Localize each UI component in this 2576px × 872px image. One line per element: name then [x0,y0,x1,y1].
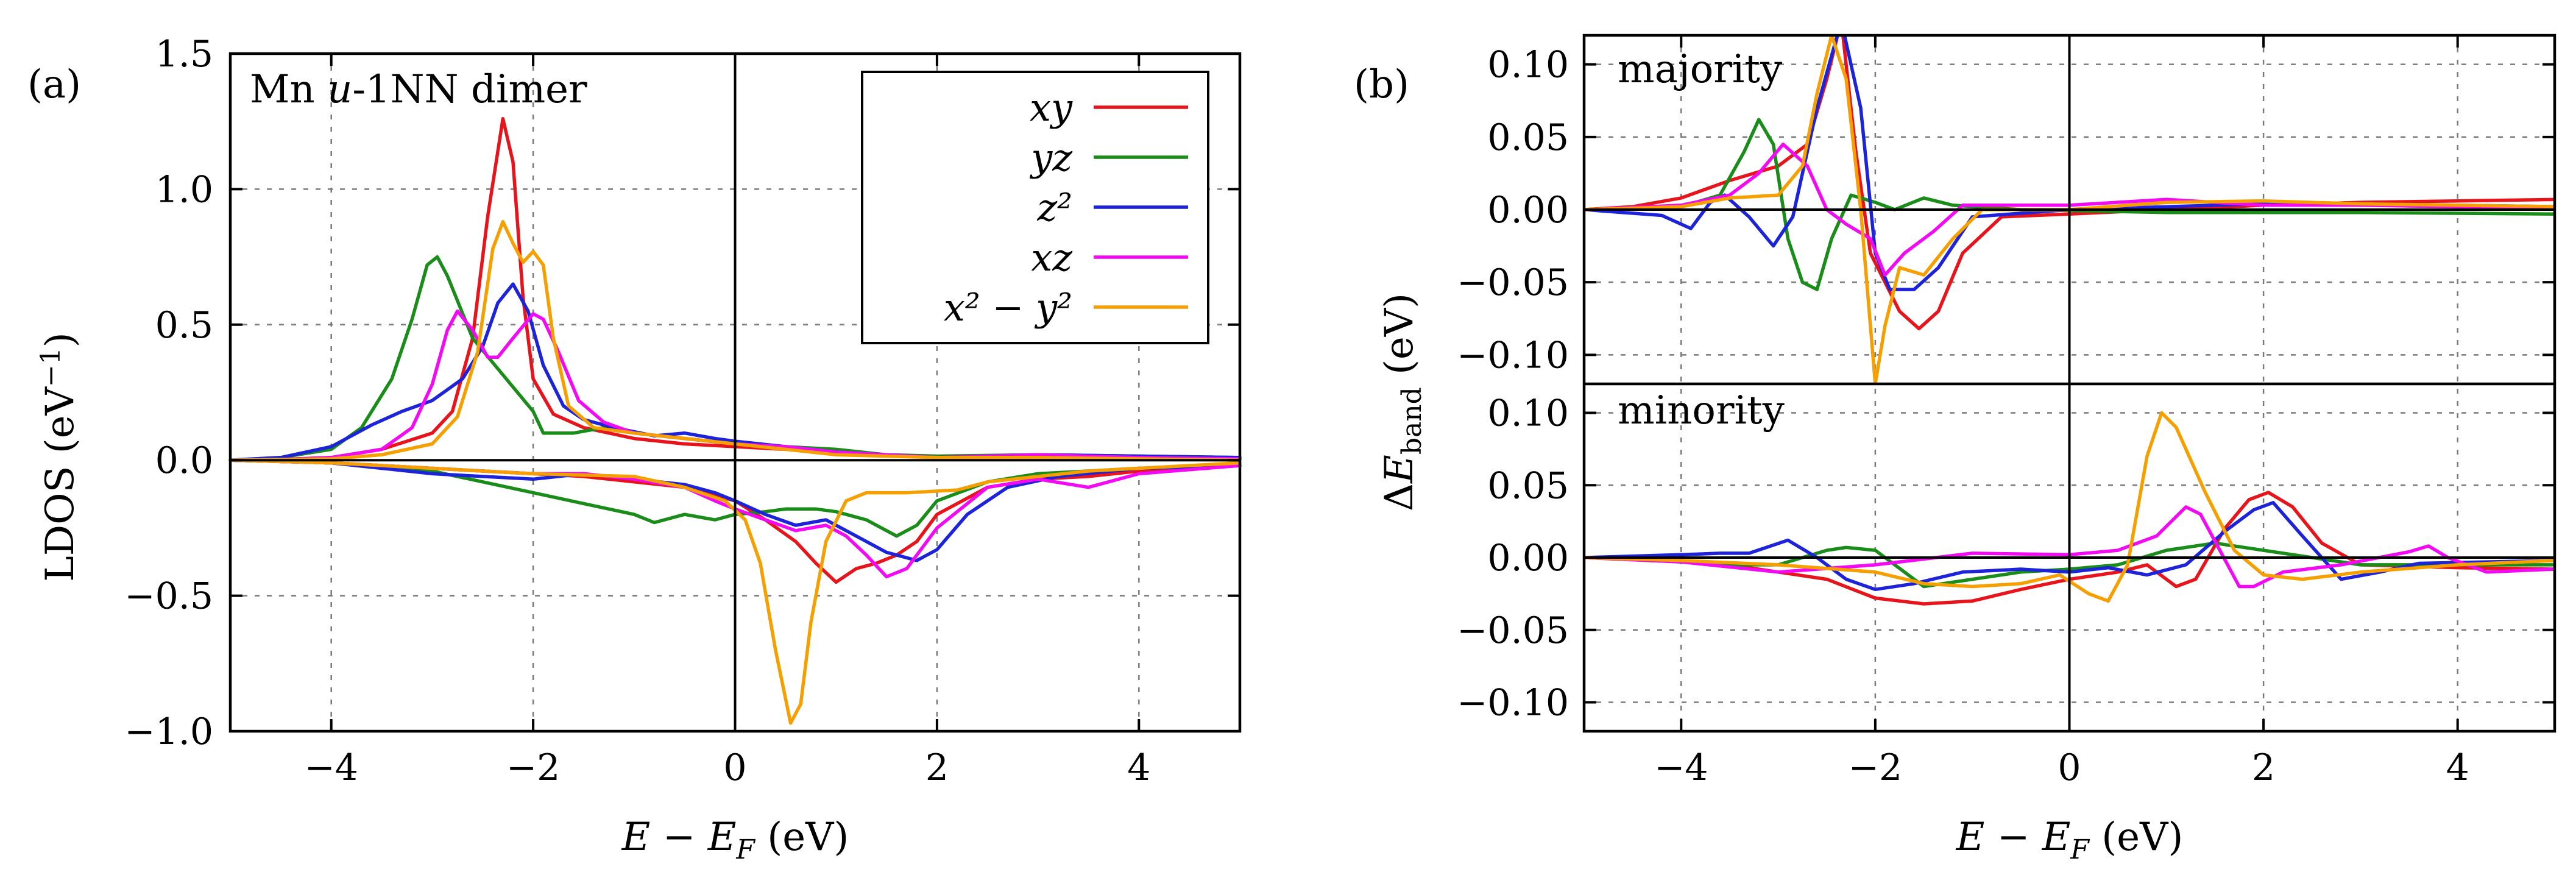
panel-b-delta-eband-chart: (b) −4 −2 0 2 4 0.10 0.05 0.00 −0.05 −0.10 0.10 0.0… [1354,34,2557,865]
panel-a-title: Mn u-1NN dimer [250,67,587,112]
legend-label-yz: yz [1029,135,1072,180]
panel-b-majority-title: majority [1618,47,1782,92]
panel-a-ldos-chart: (a) −4 −2 0 2 4 1.5 1.0 0.5 0.0 −0.5 −1.0 Mn u-1NN… [27,33,1242,865]
panel-b-ylabel: ΔEband (eV) [1377,293,1428,511]
panel-a-xtick-label: −4 [304,746,358,789]
panel-b-ytick-label: 0.00 [1487,189,1569,232]
panel-b-label: (b) [1354,62,1409,107]
panel-a-ytick-label: 0.5 [155,304,213,347]
panel-a-ticks: −4 −2 0 2 4 1.5 1.0 0.5 0.0 −0.5 −1.0 [124,33,1240,789]
panel-a-ytick-label: 0.0 [155,439,213,482]
panel-a-label: (a) [27,62,81,107]
panel-b-minority-series-x2y2 [1584,411,2555,603]
panel-b-xtick-label: 0 [2058,746,2081,789]
panel-a-series-z2-negative [228,458,1242,562]
panel-b-ytick-label: 0.00 [1487,537,1569,580]
panel-a-series-x2y2-negative [228,458,1242,725]
panel-b-ytick-label: −0.10 [1457,334,1569,377]
legend-label-xz: xz [1031,235,1072,280]
panel-b-minority-series-xz [1584,505,2555,589]
panel-b-ytick-label: −0.10 [1457,682,1569,725]
panel-a-xtick-label: 4 [1127,746,1150,789]
panel-b-ytick-label: −0.05 [1457,609,1569,652]
panel-a-xtick-label: 0 [723,746,746,789]
panel-a-series-yz-negative [228,458,1242,538]
legend-label-x2y2: x² − y² [944,285,1072,330]
panel-b-majority-series-x2y2 [1584,35,2555,384]
panel-b-subplot-majority [1584,35,2555,384]
panel-a-xlabel: E − EF (eV) [621,815,849,865]
panel-a-ytick-label: 1.0 [155,168,213,211]
panel-a-series-x2y2-positive [228,220,1242,462]
panel-a-ytick-label: −0.5 [124,575,213,618]
panel-a-ytick-label: 1.5 [155,33,213,76]
panel-b-xtick-label: −4 [1654,746,1708,789]
panel-b-subplot-minority [1584,411,2555,606]
panel-a-series-group [228,117,1242,725]
panel-b-ytick-label: −0.05 [1457,261,1569,304]
panel-a-xtick-label: 2 [925,746,949,789]
panel-b-ytick-label: 0.10 [1487,392,1569,435]
panel-b-ytick-label: 0.10 [1487,44,1569,87]
panel-b-xlabel: E − EF (eV) [1956,815,2184,865]
panel-b-xtick-label: 4 [2446,746,2469,789]
panel-b-minority-series-xy [1584,491,2555,606]
panel-a-legend: xy yz z² xz x² − y² [861,71,1209,344]
legend-label-z2: z² [1036,185,1072,230]
panel-a-ytick-label: −1.0 [124,711,213,753]
panel-b-majority-series-xz [1584,143,2555,277]
panel-a-ylabel: LDOS (eV−1) [35,332,83,581]
panel-b-ytick-label: 0.05 [1487,116,1569,159]
panel-a-series-xz-positive [228,309,1242,462]
panel-b-minority-title: minority [1618,388,1785,433]
panel-b-series-group [1584,35,2555,606]
panel-b-xtick-label: 2 [2252,746,2275,789]
panel-b-ytick-label: 0.05 [1487,464,1569,507]
panel-b-grid [1584,35,2555,731]
legend-label-xy: xy [1030,85,1073,130]
panel-b-xtick-label: −2 [1849,746,1902,789]
panel-a-xtick-label: −2 [506,746,560,789]
panel-b-ticks: −4 −2 0 2 4 0.10 0.05 0.00 −0.05 −0.10 0.10 0.05 0.0… [1457,35,2555,789]
